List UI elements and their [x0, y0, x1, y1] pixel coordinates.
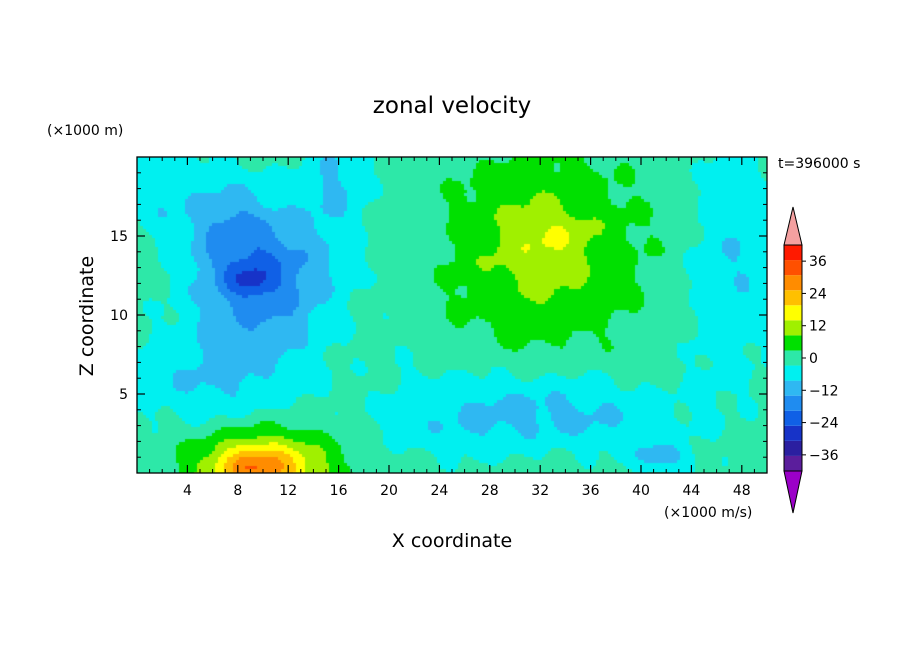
colorbar-bin: [784, 365, 802, 381]
x-tick-label: 24: [430, 483, 448, 499]
x-axis-label: X coordinate: [392, 530, 512, 552]
x-tick-label: 28: [481, 483, 499, 499]
x-tick-label: 20: [380, 483, 398, 499]
colorbar-bin: [784, 305, 802, 321]
x-tick-label: 16: [330, 483, 348, 499]
colorbar-bin: [784, 260, 802, 276]
x-tick-label: 36: [582, 483, 600, 499]
x-tick-label: 44: [682, 483, 700, 499]
y-axis-ticks: 5 10 15: [110, 172, 767, 458]
colorbar-bin: [784, 350, 802, 366]
y-tick-label: 15: [110, 229, 128, 245]
colorbar-bin: [784, 410, 802, 426]
x-tick-label: 40: [632, 483, 650, 499]
x-tick-label: 8: [233, 483, 242, 499]
y-tick-label: 10: [110, 308, 128, 324]
x-tick-label: 32: [531, 483, 549, 499]
colorbar-bin: [784, 245, 802, 261]
y-axis-label: Z coordinate: [76, 256, 98, 376]
velocity-field: [137, 157, 767, 473]
colorbar-bin: [784, 455, 802, 471]
colorbar-tick-label: 24: [809, 286, 827, 302]
colorbar-bin: [784, 320, 802, 336]
x-tick-label: 12: [279, 483, 297, 499]
colorbar-tick-label: 12: [809, 319, 827, 335]
colorbar: 36 24 12 0 −12 −24 −36: [783, 206, 839, 514]
x-tick-label: 48: [733, 483, 751, 499]
colorbar-bin: [784, 440, 802, 456]
x-unit-label: (×1000 m/s): [664, 505, 752, 521]
colorbar-bin: [784, 425, 802, 441]
colorbar-under-arrow: [783, 470, 803, 514]
colorbar-tick-label: 36: [809, 254, 827, 270]
chart-title: zonal velocity: [373, 93, 531, 119]
y-unit-label: (×1000 m): [47, 123, 123, 139]
time-label: t=396000 s: [778, 156, 860, 172]
colorbar-tick-label: −24: [809, 416, 839, 432]
colorbar-bin: [784, 275, 802, 291]
colorbar-tick-label: −12: [809, 383, 839, 399]
x-axis-ticks: 4 8 12 16 20 24 28 32 36 40 44 48: [149, 157, 755, 499]
colorbar-tick-label: −36: [809, 448, 839, 464]
colorbar-tick-label: 0: [809, 351, 818, 367]
colorbar-bin: [784, 335, 802, 351]
colorbar-bin: [784, 380, 802, 396]
colorbar-bin: [784, 290, 802, 306]
colorbar-over-arrow: [783, 206, 803, 246]
x-tick-label: 4: [183, 483, 192, 499]
y-tick-label: 5: [119, 387, 128, 403]
colorbar-bin: [784, 395, 802, 411]
